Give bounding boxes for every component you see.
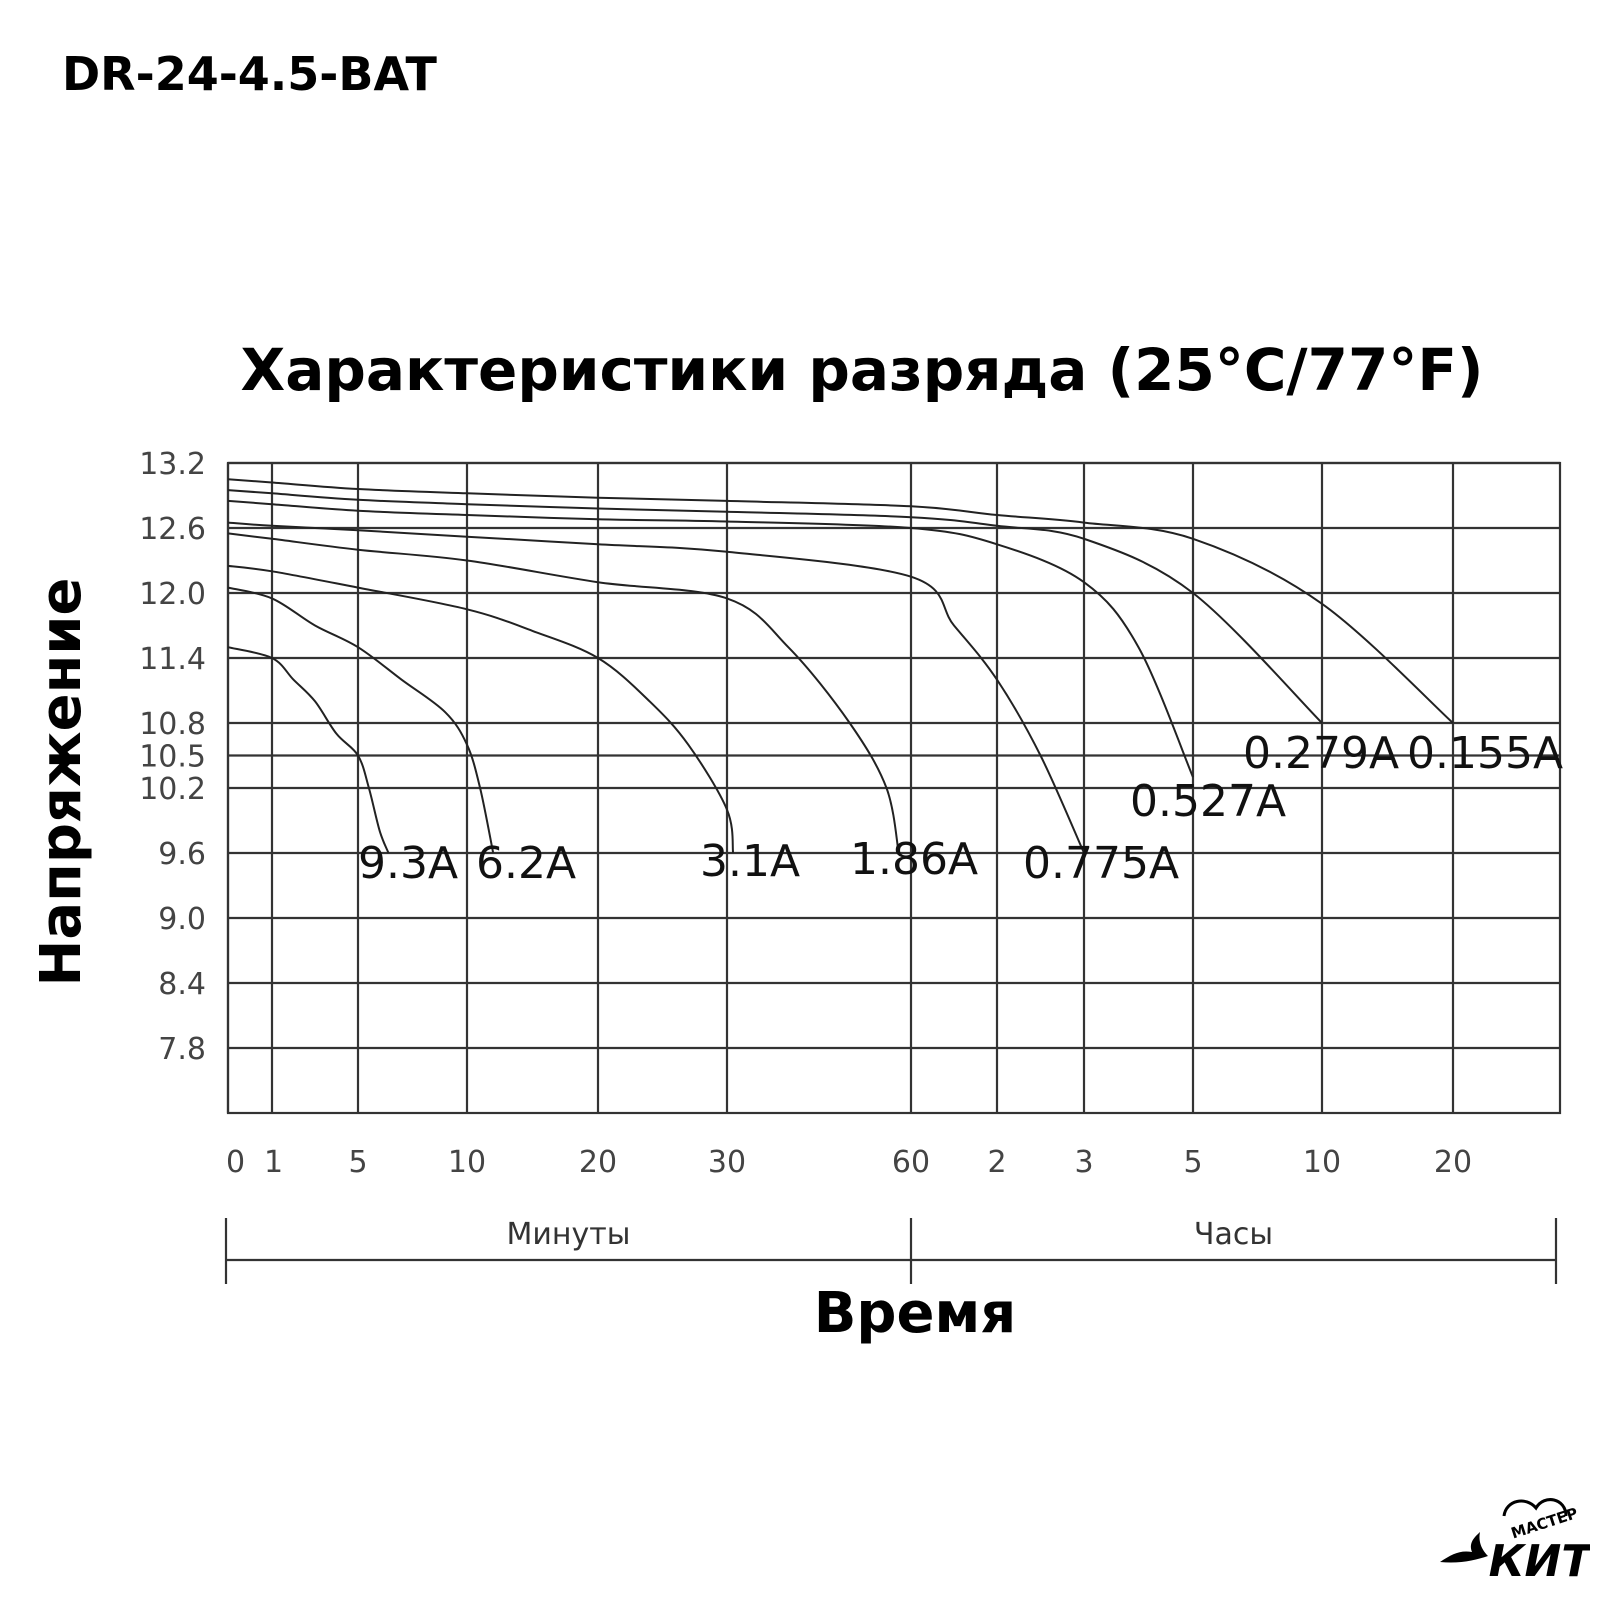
x-tick-label: 0 [226,1145,245,1180]
curve-6.2A [227,586,495,854]
time-sections: Минуты Часы [224,1217,1558,1284]
y-tick-label: 9.6 [158,837,206,872]
y-axis-title: Напряжение [29,577,94,986]
curve-0.527A [227,499,1194,778]
curve-0.775A [227,521,1085,854]
x-tick-label: 2 [987,1145,1006,1180]
y-tick-label: 10.5 [139,740,206,775]
x-tick-label: 60 [892,1145,930,1180]
x-tick-label: 20 [579,1145,617,1180]
section-label: Минуты [507,1217,631,1252]
product-title: DR-24-4.5-BAT [62,47,437,101]
logo-arc-icon [1502,1498,1568,1517]
logo-text: КИТ [1489,1536,1590,1587]
curve-0.279A [227,489,1323,724]
y-tick-label: 12.6 [139,512,206,547]
discharge-curves [227,478,1454,854]
x-tick-label: 20 [1434,1145,1472,1180]
y-tick-label: 10.2 [139,772,206,807]
chart-title: Характеристики разряда (25°C/77°F) [241,336,1484,404]
curve-label-3.1A: 3.1A [700,836,800,887]
curve-label-0.775A: 0.775A [1023,838,1179,889]
y-tick-label: 13.2 [139,447,206,482]
x-tick-label: 5 [1183,1145,1202,1180]
curve-label-1.86A: 1.86A [850,834,978,885]
y-tick-labels: 13.2 12.6 12.0 11.4 10.810.510.2 9.6 9.0 8.4 7.8 [139,447,206,1067]
x-axis-title: Время [814,1281,1016,1346]
y-tick-label: 11.4 [139,642,206,677]
master-kit-logo: МАСТЕР КИТ [1440,1498,1590,1587]
y-tick-label: 12.0 [139,577,206,612]
y-tick-label: 10.8 [139,707,206,742]
y-tick-label: 9.0 [158,902,206,937]
curve-1.86A [227,532,900,854]
x-tick-label: 5 [348,1145,367,1180]
x-tick-label: 10 [448,1145,486,1180]
curve-label-0.279A: 0.279A [1243,728,1399,779]
x-tick-label: 1 [264,1145,283,1180]
whale-tail-icon [1440,1532,1488,1563]
curve-3.1A [227,564,735,854]
curve-label-9.3A: 9.3A [358,838,458,889]
section-label: Часы [1194,1217,1273,1252]
x-tick-label: 3 [1074,1145,1093,1180]
chart-grid [226,461,1562,1115]
curve-label-0.527A: 0.527A [1130,776,1286,827]
x-tick-labels: 0 1 5 10 20 30 60 2 3 5 10 20 [226,1145,1472,1180]
curve-label-6.2A: 6.2A [476,838,576,889]
y-tick-label: 8.4 [158,967,206,1002]
y-tick-label: 7.8 [158,1032,206,1067]
x-tick-label: 30 [708,1145,746,1180]
curve-label-0.155A: 0.155A [1407,728,1563,779]
x-tick-label: 10 [1303,1145,1341,1180]
curve-9.3A [227,646,390,854]
curve-0.155A [227,478,1454,724]
